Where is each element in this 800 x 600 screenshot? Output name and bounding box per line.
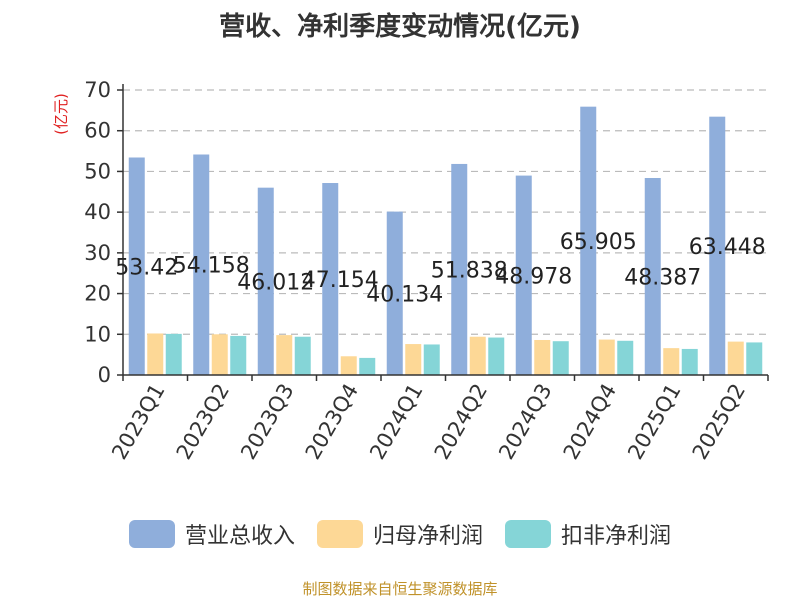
bar-net-profit xyxy=(663,348,680,375)
bar-revenue xyxy=(128,157,145,375)
data-label: 54.158 xyxy=(173,254,250,279)
data-label: 48.387 xyxy=(624,265,701,290)
bar-revenue xyxy=(257,187,274,375)
legend-swatch xyxy=(128,520,175,548)
y-tick-label: 0 xyxy=(98,363,111,387)
bar-deducted-net-profit xyxy=(488,337,505,375)
y-tick-label: 40 xyxy=(84,200,111,224)
bar-revenue xyxy=(451,163,468,375)
bar-net-profit xyxy=(598,339,615,375)
bar-net-profit xyxy=(276,335,293,375)
data-label: 46.012 xyxy=(237,270,314,295)
x-tick-label: 2023Q3 xyxy=(236,380,298,464)
x-tick-label: 2024Q3 xyxy=(494,380,556,464)
x-tick-label: 2024Q4 xyxy=(559,380,621,464)
x-tick-label: 2023Q1 xyxy=(107,380,169,464)
y-tick-label: 30 xyxy=(84,241,111,265)
x-tick-label: 2024Q2 xyxy=(430,380,492,464)
grid-lines xyxy=(123,89,768,335)
y-tick-label: 20 xyxy=(84,282,111,306)
bars xyxy=(128,106,763,376)
bar-revenue xyxy=(193,154,210,375)
legend-item[interactable]: 营业总收入 xyxy=(128,518,295,550)
x-tick-label: 2025Q2 xyxy=(688,380,750,464)
x-tick-label: 2024Q1 xyxy=(365,380,427,464)
legend: 营业总收入 归母净利润 扣非净利润 xyxy=(0,518,800,550)
bar-net-profit xyxy=(534,339,551,375)
x-tick-label: 2025Q1 xyxy=(623,380,685,464)
bar-deducted-net-profit xyxy=(165,333,182,375)
bar-deducted-net-profit xyxy=(617,340,634,375)
bar-revenue xyxy=(644,177,661,375)
data-labels: 53.4254.15846.01247.15440.13451.83848.97… xyxy=(115,230,765,307)
bar-deducted-net-profit xyxy=(230,335,247,375)
bar-net-profit xyxy=(211,334,228,375)
legend-label: 归母净利润 xyxy=(372,524,483,549)
y-tick-label: 70 xyxy=(84,78,111,102)
legend-label: 扣非净利润 xyxy=(561,524,672,549)
data-label: 47.154 xyxy=(302,268,379,293)
bar-revenue xyxy=(580,106,597,376)
legend-label: 营业总收入 xyxy=(184,524,295,549)
y-axis-unit-label: (亿元) xyxy=(52,93,70,135)
bar-deducted-net-profit xyxy=(681,348,698,375)
y-tick-label: 60 xyxy=(84,119,111,143)
y-tick-label: 10 xyxy=(84,322,111,346)
bar-revenue xyxy=(322,183,339,375)
bar-net-profit xyxy=(147,333,164,375)
data-label: 53.42 xyxy=(115,255,178,280)
x-tick-label: 2023Q2 xyxy=(172,380,234,464)
data-label: 63.448 xyxy=(689,235,766,260)
bar-deducted-net-profit xyxy=(359,357,376,375)
bar-net-profit xyxy=(469,336,486,375)
bar-deducted-net-profit xyxy=(423,344,440,375)
bar-deducted-net-profit xyxy=(746,342,763,375)
bar-deducted-net-profit xyxy=(552,341,569,375)
data-label: 48.978 xyxy=(495,264,572,289)
bar-net-profit xyxy=(340,356,357,375)
legend-item[interactable]: 扣非净利润 xyxy=(505,518,671,550)
bar-revenue xyxy=(709,116,726,376)
x-tick-label: 2023Q4 xyxy=(301,380,363,464)
legend-swatch xyxy=(316,520,363,548)
legend-item[interactable]: 归母净利润 xyxy=(316,518,483,550)
bar-net-profit xyxy=(727,341,744,375)
source-note: 制图数据来自恒生聚源数据库 xyxy=(302,580,498,598)
data-label: 40.134 xyxy=(366,282,443,307)
data-label: 51.838 xyxy=(431,258,508,283)
y-tick-label: 50 xyxy=(84,159,111,183)
legend-swatch xyxy=(505,520,551,548)
bar-net-profit xyxy=(405,344,422,375)
bar-deducted-net-profit xyxy=(294,336,311,375)
chart-title: 营收、净利季度变动情况(亿元) xyxy=(219,12,581,42)
data-label: 65.905 xyxy=(560,230,637,255)
bar-revenue xyxy=(515,175,532,375)
bar-revenue xyxy=(386,211,403,375)
